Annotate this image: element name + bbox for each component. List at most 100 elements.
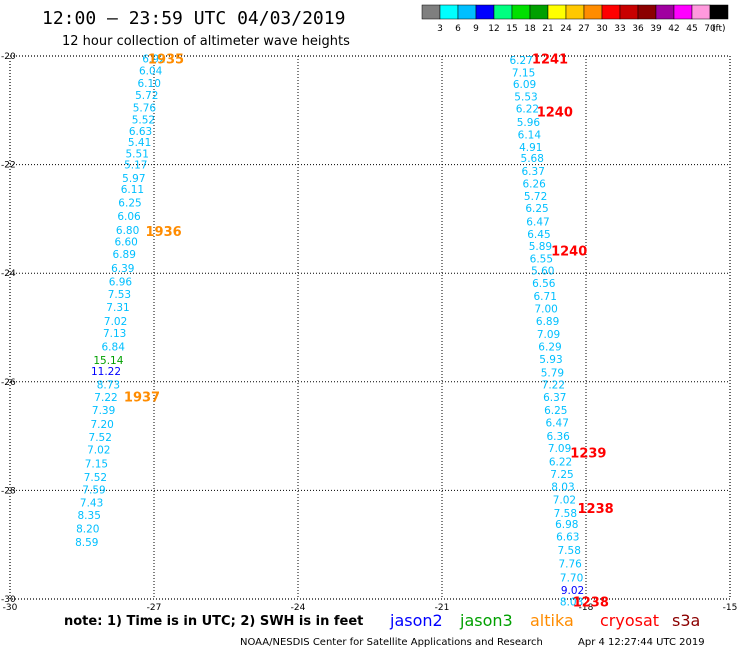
wave-height-value: 5.96: [517, 117, 541, 129]
wave-height-value: 7.22: [94, 392, 117, 404]
wave-height-value: 8.73: [97, 380, 120, 392]
color-swatch: [547, 4, 567, 20]
wave-height-value: 7.58: [554, 508, 577, 520]
color-swatch: [565, 4, 585, 20]
color-scale-label: 70: [704, 24, 716, 34]
wave-height-value: 6.98: [555, 519, 578, 531]
wave-height-value: 5.89: [529, 241, 552, 253]
orbit-number-label: 1936: [146, 225, 182, 240]
y-tick-label: -30: [1, 595, 16, 605]
color-swatch: [619, 4, 639, 20]
color-scale-label: 3: [437, 24, 443, 34]
wave-height-value: 6.63: [556, 532, 579, 544]
satellite-legend: jason2 jason3 altika cryosat s3a: [389, 611, 700, 630]
legend-jason2: jason2: [389, 611, 443, 630]
wave-height-value: 5.72: [524, 191, 547, 203]
orbit-number-label: 1935: [148, 53, 184, 68]
wave-height-value: 6.80: [116, 225, 139, 237]
wave-height-value: 6.04: [139, 66, 163, 78]
color-swatch: [691, 4, 711, 20]
color-scale-label: 21: [542, 24, 553, 34]
wave-height-value: 6.56: [532, 278, 556, 290]
wave-height-value: 11.22: [91, 366, 121, 378]
series-cryosat: 6.277.156.095.536.225.966.144.915.686.37…: [510, 53, 614, 611]
color-swatch: [475, 4, 495, 20]
wave-height-value: 6.60: [114, 237, 137, 249]
axis-tick-labels: -30 -27 -24 -21 -18 -15 -20 -22 -24 -26 -28 -30: [1, 52, 737, 613]
wave-height-value: 7.00: [534, 303, 557, 315]
color-swatch: [511, 4, 531, 20]
legend-s3a: s3a: [672, 611, 700, 630]
wave-height-value: 5.93: [539, 354, 562, 366]
orbit-number-label: 1239: [570, 446, 606, 461]
color-scale-label: 9: [473, 24, 479, 34]
wave-height-value: 7.52: [89, 432, 112, 444]
legend-altika: altika: [530, 611, 574, 630]
wave-height-value: 7.52: [84, 472, 107, 484]
wave-height-value: 6.89: [536, 316, 559, 328]
orbit-number-label: 1238: [578, 502, 614, 517]
wave-height-value: 7.15: [85, 458, 108, 470]
y-tick-label: -28: [1, 486, 16, 496]
color-scale-label: 24: [560, 24, 572, 34]
x-tick-label: -30: [3, 603, 18, 613]
color-scale-label: 6: [455, 24, 461, 34]
wave-height-value: 6.71: [534, 291, 557, 303]
footer-note: note: 1) Time is in UTC; 2) SWH is in fe…: [64, 614, 363, 629]
wave-height-value: 6.29: [538, 342, 561, 354]
wave-height-value: 8.20: [76, 523, 99, 535]
footer-credit: NOAA/NESDIS Center for Satellite Applica…: [240, 637, 543, 648]
legend-jason3: jason3: [459, 611, 513, 630]
color-swatch: [655, 4, 675, 20]
color-scale-label: 15: [506, 24, 517, 34]
wave-height-value: 6.06: [117, 211, 141, 223]
wave-height-value: 7.25: [550, 469, 573, 481]
color-swatch: [637, 4, 657, 20]
y-tick-label: -22: [1, 161, 16, 171]
orbit-number-label: 1937: [124, 390, 160, 405]
wave-height-value: 6.63: [129, 126, 152, 138]
y-tick-label: -24: [1, 269, 16, 279]
wave-height-value: 7.22: [542, 380, 565, 392]
wave-height-value: 6.96: [109, 276, 133, 288]
x-tick-label: -27: [147, 603, 162, 613]
plot-border: [9, 55, 731, 600]
color-swatch: [529, 4, 549, 20]
wave-height-value: 6.27: [510, 55, 533, 67]
orbit-number-label: 1240: [537, 105, 573, 120]
wave-height-value: 8.59: [75, 537, 98, 549]
plot-grid: [9, 55, 731, 600]
wave-height-value: 6.37: [543, 392, 566, 404]
orbit-number-label: 1241: [532, 53, 568, 68]
color-swatch: [601, 4, 621, 20]
wave-height-value: 6.25: [525, 203, 548, 215]
wave-height-value: 7.02: [553, 495, 576, 507]
x-tick-label: -24: [291, 603, 306, 613]
wave-height-value: 4.91: [519, 142, 542, 154]
color-scale-label: 30: [596, 24, 608, 34]
wave-height-value: 6.36: [546, 431, 570, 443]
wave-height-value: 6.14: [518, 130, 542, 142]
wave-height-value: 15.14: [93, 355, 123, 367]
wave-height-value: 7.43: [80, 497, 103, 509]
wave-height-value: 6.09: [513, 79, 536, 91]
wave-height-value: 6.47: [546, 418, 569, 430]
wave-height-value: 5.52: [132, 115, 155, 127]
footer-timestamp: Apr 4 12:27:44 UTC 2019: [578, 637, 705, 648]
chart-subtitle: 12 hour collection of altimeter wave hei…: [62, 34, 350, 49]
x-tick-label: -15: [723, 603, 738, 613]
wave-height-value: 7.39: [92, 405, 115, 417]
wave-height-value: 6.92: [142, 54, 165, 66]
orbit-number-label: 1240: [551, 244, 587, 259]
wave-height-value: 8.03: [560, 597, 583, 609]
color-swatch: [439, 4, 459, 20]
wave-height-value: 6.25: [544, 405, 567, 417]
color-scale-label: 12: [488, 24, 499, 34]
color-scale-label: 36: [632, 24, 644, 34]
wave-height-value: 7.15: [512, 67, 535, 79]
wave-height-value: 6.10: [138, 78, 161, 90]
data-marks: 6.926.046.105.725.765.526.635.415.515.17…: [75, 53, 614, 611]
wave-height-value: 5.72: [135, 90, 158, 102]
color-swatch: [709, 4, 729, 20]
